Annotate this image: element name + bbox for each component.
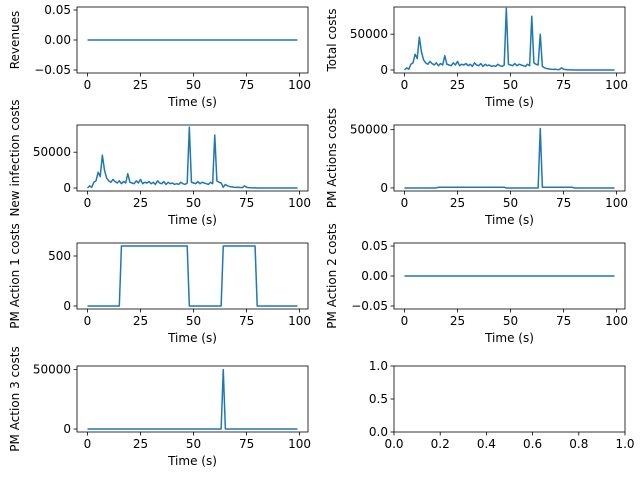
plot-frame	[393, 124, 626, 192]
subplot-revenues: 0 25 50 75 100 −0.05 0.00 0.05 Time (s) Revenues	[8, 3, 311, 109]
x-tick-label: 100	[288, 314, 311, 328]
y-axis-label: PM Actions costs	[325, 108, 339, 208]
x-axis-label: Time (s)	[167, 213, 217, 227]
y-tick-label: −0.05	[351, 299, 388, 313]
x-tick-label: 100	[288, 437, 311, 451]
y-tick-label: 0	[63, 422, 71, 436]
y-tick-label: 50000	[350, 123, 388, 137]
x-tick-label: 25	[133, 314, 148, 328]
x-tick-label: 100	[288, 196, 311, 210]
y-tick-label: −0.05	[34, 63, 71, 77]
subplot-pm-action-3-costs: 0 25 50 75 100 0 50000 Time (s) PM Action 3 cost…	[8, 346, 311, 468]
x-tick-label: 0.2	[431, 437, 450, 451]
x-tick-label: 0	[84, 437, 92, 451]
y-tick-label: 0.05	[361, 239, 388, 253]
x-tick-label: 50	[503, 78, 518, 92]
series-line	[86, 126, 298, 189]
plot-frame	[393, 6, 626, 74]
x-axis-label: Time (s)	[167, 95, 217, 109]
x-tick-label: 50	[503, 196, 518, 210]
x-tick-label: 75	[239, 78, 254, 92]
x-tick-label: 50	[186, 314, 201, 328]
y-axis-label: PM Action 1 costs	[8, 223, 22, 328]
x-tick-label: 25	[450, 78, 465, 92]
x-tick-label: 25	[133, 78, 148, 92]
y-tick-label: 500	[48, 249, 71, 263]
x-tick-label: 1.0	[615, 437, 634, 451]
x-axis-label: Time (s)	[167, 454, 217, 468]
x-axis-label: Time (s)	[484, 95, 534, 109]
x-tick-label: 0	[84, 196, 92, 210]
subplot-empty: 0.0 0.2 0.4 0.6 0.8 1.0 0.0 0.5 1.0	[369, 359, 635, 451]
x-tick-label: 0.4	[477, 437, 496, 451]
y-tick-label: 0.00	[361, 269, 388, 283]
y-tick-label: 0.5	[369, 392, 388, 406]
plot-frame	[76, 124, 309, 192]
y-tick-label: 0	[380, 181, 388, 195]
subplot-pm-action-1-costs: 0 25 50 75 100 0 500 Time (s) PM Action 1 costs	[8, 223, 311, 345]
x-tick-label: 100	[605, 196, 628, 210]
x-tick-label: 0.0	[384, 437, 403, 451]
x-tick-label: 75	[556, 314, 571, 328]
plot-frame	[76, 365, 309, 433]
x-tick-label: 75	[556, 196, 571, 210]
x-axis-label: Time (s)	[167, 331, 217, 345]
y-tick-label: 0.0	[369, 425, 388, 439]
y-tick-label: 1.0	[369, 359, 388, 373]
series-line	[403, 7, 615, 71]
y-axis-label: Revenues	[8, 11, 22, 70]
x-tick-label: 100	[605, 314, 628, 328]
x-tick-label: 0.6	[523, 437, 542, 451]
x-tick-label: 0	[401, 314, 409, 328]
subplot-pm-action-2-costs: 0 25 50 75 100 −0.05 0.00 0.05 Time (s) PM Action…	[325, 223, 628, 345]
x-tick-label: 0.8	[569, 437, 588, 451]
x-tick-label: 75	[239, 314, 254, 328]
x-tick-label: 25	[450, 196, 465, 210]
plot-frame	[76, 242, 309, 310]
subplot-total-costs: 0 25 50 75 100 0 50000 Time (s) Total costs	[325, 6, 628, 109]
x-tick-label: 50	[186, 78, 201, 92]
x-tick-label: 100	[605, 78, 628, 92]
x-tick-label: 25	[450, 314, 465, 328]
x-tick-label: 50	[503, 314, 518, 328]
plot-frame	[393, 365, 626, 433]
y-tick-label: 50000	[33, 363, 71, 377]
y-axis-label: Total costs	[325, 9, 339, 73]
series-line	[87, 368, 298, 430]
y-axis-label: New infection costs	[8, 99, 22, 216]
y-tick-label: 0	[380, 63, 388, 77]
series-line	[87, 245, 298, 307]
y-tick-label: 0.00	[44, 33, 71, 47]
y-tick-label: 0.05	[44, 3, 71, 17]
x-tick-label: 75	[239, 196, 254, 210]
x-tick-label: 0	[401, 78, 409, 92]
y-axis-label: PM Action 3 costs	[8, 346, 22, 451]
x-tick-label: 0	[84, 314, 92, 328]
y-tick-label: 0	[63, 181, 71, 195]
subplot-new-infection-costs: 0 25 50 75 100 0 50000 Time (s) New infection co…	[8, 99, 311, 227]
y-tick-label: 50000	[33, 145, 71, 159]
x-tick-label: 25	[133, 196, 148, 210]
x-tick-label: 75	[239, 437, 254, 451]
x-tick-label: 25	[133, 437, 148, 451]
x-tick-label: 0	[401, 196, 409, 210]
y-tick-label: 0	[63, 299, 71, 313]
x-axis-label: Time (s)	[484, 331, 534, 345]
x-tick-label: 50	[186, 196, 201, 210]
x-axis-label: Time (s)	[484, 213, 534, 227]
x-tick-label: 75	[556, 78, 571, 92]
y-tick-label: 50000	[350, 27, 388, 41]
series-line	[404, 127, 615, 189]
x-tick-label: 0	[84, 78, 92, 92]
x-tick-label: 100	[288, 78, 311, 92]
y-axis-label: PM Action 2 costs	[325, 223, 339, 328]
x-tick-label: 50	[186, 437, 201, 451]
subplot-pm-actions-costs: 0 25 50 75 100 0 50000 Time (s) PM Actions costs	[325, 108, 628, 227]
